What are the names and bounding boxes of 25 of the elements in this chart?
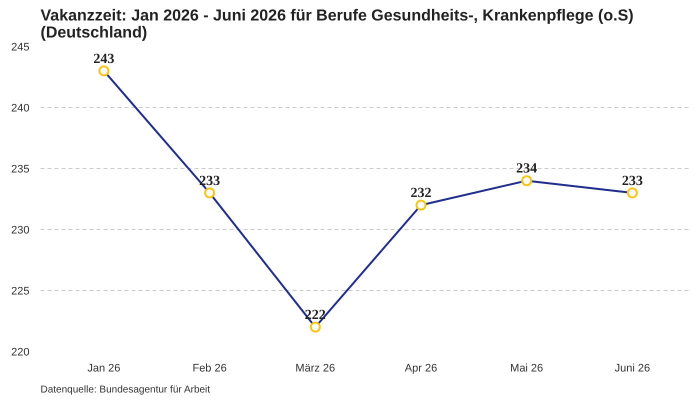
x-tick-label: Juni 26 [614,362,650,374]
y-tick-label: 225 [11,286,30,298]
point [310,322,321,333]
data-label: 232 [410,186,432,202]
y-tick-label: 240 [11,102,30,114]
point [204,187,216,198]
x-tick-label: Apr 26 [404,362,438,374]
text: Datenquelle: Bundesagentur für Arbeit [40,384,210,396]
point [415,200,426,211]
x-tick-label: Feb 26 [192,362,227,374]
x-tick-label: Mai 26 [510,362,544,374]
data-label: 243 [93,52,114,67]
data-label: 233 [199,174,220,189]
x-tick-label: Jan 26 [87,362,120,374]
x-tick-label: März 26 [295,362,336,374]
data-label: 233 [622,174,643,189]
data-label: 234 [516,162,538,177]
point [98,65,110,76]
point [521,175,532,186]
y-tick-label: 230 [11,224,30,236]
y-tick-label: 220 [11,346,30,358]
y-tick-label: 245 [11,42,30,54]
chart-title: Vakanzzeit: Jan 2026 - Juni 2026 für Berufe Gesundheits-, Krankenpflege (o.S) (Deutschland) [40,8,634,42]
y-tick-label: 235 [11,164,30,176]
point [626,187,638,198]
